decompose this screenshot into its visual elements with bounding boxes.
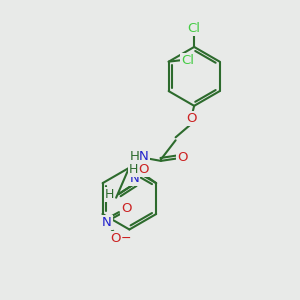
Text: O: O (121, 202, 131, 215)
Text: H: H (105, 188, 114, 201)
Text: −: − (121, 232, 132, 245)
Text: N: N (130, 172, 139, 185)
Text: H: H (129, 163, 138, 176)
Text: H: H (130, 150, 139, 163)
Text: Cl: Cl (188, 22, 201, 35)
Text: N: N (139, 150, 149, 163)
Text: O: O (110, 232, 121, 245)
Text: Cl: Cl (181, 54, 194, 67)
Text: N: N (102, 216, 112, 229)
Text: O: O (177, 151, 188, 164)
Text: O: O (138, 163, 149, 176)
Text: O: O (187, 112, 197, 125)
